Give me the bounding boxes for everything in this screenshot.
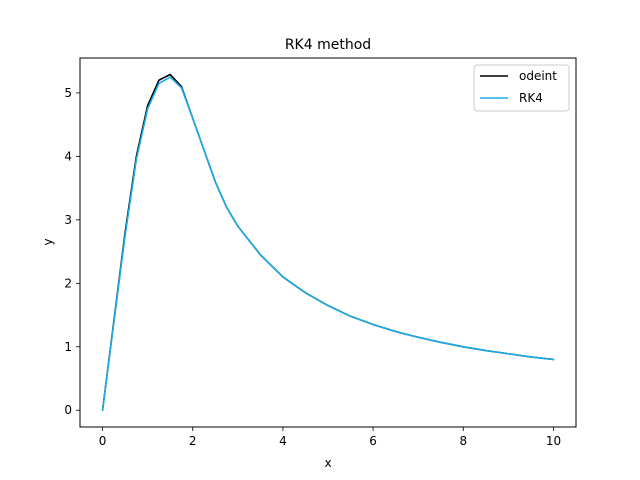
x-tick-label: 6 — [369, 434, 377, 448]
y-tick-label: 2 — [64, 276, 72, 290]
legend-label-rk4: RK4 — [519, 91, 543, 105]
x-tick-label: 8 — [459, 434, 467, 448]
x-tick-label: 10 — [546, 434, 561, 448]
x-tick-label: 4 — [279, 434, 287, 448]
legend: odeint RK4 — [473, 64, 570, 112]
x-axis-ticks: 0 2 4 6 8 10 — [99, 427, 561, 448]
y-tick-label: 0 — [64, 403, 72, 417]
y-tick-label: 1 — [64, 340, 72, 354]
x-tick-label: 2 — [189, 434, 197, 448]
x-axis-label: x — [324, 456, 331, 470]
plot-area — [79, 57, 577, 428]
y-axis-label: y — [41, 238, 55, 245]
y-axis-ticks: 0 1 2 3 4 5 — [64, 86, 80, 417]
y-tick-label: 5 — [64, 86, 72, 100]
y-tick-label: 3 — [64, 213, 72, 227]
y-tick-label: 4 — [64, 149, 72, 163]
legend-label-odeint: odeint — [519, 69, 557, 83]
series-layer — [101, 73, 555, 412]
series-line-rk4 — [101, 76, 555, 412]
chart-title: RK4 method — [285, 37, 371, 53]
x-tick-label: 0 — [99, 434, 107, 448]
